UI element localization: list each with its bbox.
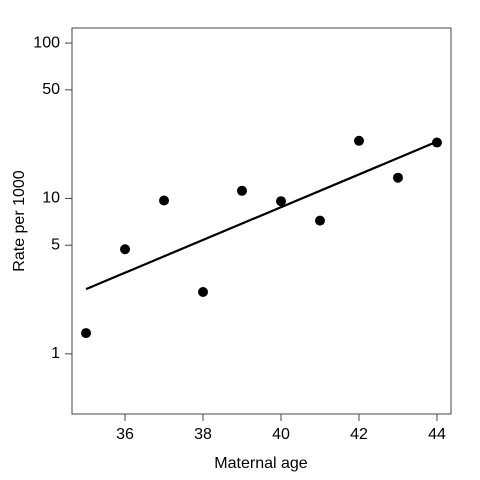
y-axis-label: Rate per 1000 — [11, 170, 28, 272]
y-tick-label: 10 — [42, 190, 60, 207]
y-tick-label: 50 — [42, 81, 60, 98]
y-tick-label: 1 — [51, 345, 60, 362]
x-tick-label: 44 — [428, 426, 446, 443]
data-point — [120, 244, 131, 255]
data-point — [314, 215, 325, 226]
x-tick-label: 38 — [194, 426, 212, 443]
data-point — [275, 196, 286, 207]
data-point — [198, 286, 209, 297]
plot-frame — [71, 27, 452, 415]
trend-line — [85, 140, 438, 291]
x-tick-label: 36 — [116, 426, 134, 443]
data-point — [81, 328, 92, 339]
x-axis-label: Maternal age — [214, 455, 307, 472]
x-tick-label: 40 — [272, 426, 290, 443]
x-tick-label: 42 — [350, 426, 368, 443]
y-tick-label: 100 — [33, 34, 60, 51]
y-tick-label: 5 — [51, 236, 60, 253]
data-point — [237, 185, 248, 196]
data-point — [159, 195, 170, 206]
data-point — [392, 172, 403, 183]
data-point — [353, 135, 364, 146]
